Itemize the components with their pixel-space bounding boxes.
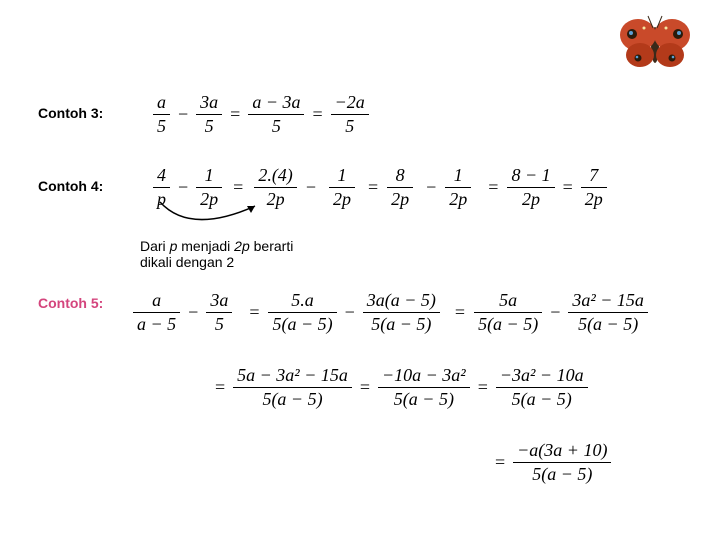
- frac-num: 3a² − 15a: [568, 290, 648, 311]
- frac-den: 5(a − 5): [367, 314, 435, 335]
- frac-num: 5a: [495, 290, 521, 311]
- frac-num: 3a(a − 5): [363, 290, 440, 311]
- frac-num: −2a: [331, 92, 369, 113]
- frac-den: 5(a − 5): [474, 314, 542, 335]
- frac-num: −10a − 3a²: [378, 365, 470, 386]
- example-5-row-2: = 5a − 3a² − 15a 5(a − 5) = −10a − 3a² 5(a…: [210, 365, 591, 410]
- op-eq: =: [360, 377, 370, 398]
- op-minus: −: [178, 177, 188, 198]
- op-eq: =: [478, 377, 488, 398]
- frac-num: 3a: [196, 92, 222, 113]
- op-minus: −: [550, 302, 560, 323]
- op-minus: −: [306, 177, 316, 198]
- op-eq: =: [233, 177, 243, 198]
- op-minus: −: [426, 177, 436, 198]
- frac-den: 5: [211, 314, 228, 335]
- frac-num: 5.a: [287, 290, 318, 311]
- op-eq: =: [563, 177, 573, 198]
- butterfly-icon: [610, 10, 700, 80]
- frac-den: 5(a − 5): [258, 389, 326, 410]
- frac-den: 5(a − 5): [390, 389, 458, 410]
- butterfly-image: [610, 10, 700, 80]
- op-eq: =: [368, 177, 378, 198]
- example-5-label: Contoh 5:: [38, 295, 103, 311]
- note-line-1: Dari p menjadi 2p berarti: [140, 238, 293, 254]
- frac-num: 8: [392, 165, 409, 186]
- frac-den: 5(a − 5): [574, 314, 642, 335]
- op-eq: =: [215, 377, 225, 398]
- example-3-equation: a 5 − 3a 5 = a − 3a 5 = −2a 5: [150, 92, 372, 137]
- example-3-label: Contoh 3:: [38, 105, 103, 121]
- frac-num: 5a − 3a² − 15a: [233, 365, 352, 386]
- example-5-row-1: a a − 5 − 3a 5 = 5.a 5(a − 5) − 3a(a − 5) 5(…: [130, 290, 651, 335]
- op-minus: −: [188, 302, 198, 323]
- frac-den: 2p: [518, 189, 544, 210]
- frac-den: 2p: [581, 189, 607, 210]
- frac-den: a − 5: [133, 314, 180, 335]
- frac-den: 2p: [445, 189, 471, 210]
- frac-den: 2p: [329, 189, 355, 210]
- op-eq: =: [455, 302, 465, 323]
- frac-num: a − 3a: [248, 92, 304, 113]
- frac-num: 1: [201, 165, 218, 186]
- example-5-row-3: = −a(3a + 10) 5(a − 5): [490, 440, 614, 485]
- frac-num: 7: [585, 165, 602, 186]
- op-minus: −: [345, 302, 355, 323]
- op-eq: =: [488, 177, 498, 198]
- note-text: Dari p menjadi 2p berarti dikali dengan …: [140, 238, 293, 270]
- frac-num: 4: [153, 165, 170, 186]
- frac-den: 5(a − 5): [268, 314, 336, 335]
- frac-num: a: [153, 92, 170, 113]
- op-eq: =: [495, 452, 505, 473]
- op-eq: =: [312, 104, 322, 125]
- op-minus: −: [178, 104, 188, 125]
- frac-num: 3a: [206, 290, 232, 311]
- frac-den: 5: [268, 116, 285, 137]
- op-eq: =: [249, 302, 259, 323]
- frac-num: −3a² − 10a: [496, 365, 588, 386]
- frac-den: 5: [201, 116, 218, 137]
- frac-num: a: [148, 290, 165, 311]
- op-eq: =: [230, 104, 240, 125]
- frac-num: −a(3a + 10): [513, 440, 611, 461]
- frac-den: 5: [153, 116, 170, 137]
- note-line-2: dikali dengan 2: [140, 254, 293, 270]
- frac-num: 2.(4): [254, 165, 297, 186]
- frac-num: 1: [333, 165, 350, 186]
- arrow-curve-icon: [150, 200, 280, 240]
- frac-den: 5: [341, 116, 358, 137]
- example-4-label: Contoh 4:: [38, 178, 103, 194]
- frac-den: 5(a − 5): [528, 464, 596, 485]
- frac-num: 8 − 1: [507, 165, 554, 186]
- frac-den: 5(a − 5): [508, 389, 576, 410]
- frac-num: 1: [450, 165, 467, 186]
- frac-den: 2p: [387, 189, 413, 210]
